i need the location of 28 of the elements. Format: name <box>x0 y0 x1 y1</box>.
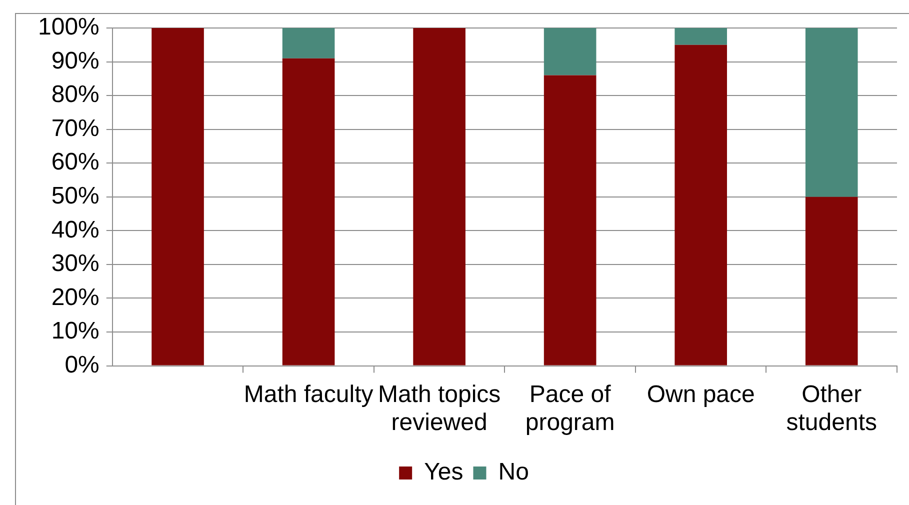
y-tick-label: 70% <box>51 114 100 142</box>
x-tick-label: Other students <box>786 381 877 436</box>
y-tick-label: 0% <box>64 351 100 378</box>
x-tick-label: Math faculty <box>244 381 374 408</box>
x-tick-label: Pace of program <box>525 381 615 436</box>
y-tick-label: 50% <box>51 182 100 210</box>
y-tick-label: 90% <box>51 47 100 74</box>
bar <box>544 75 596 366</box>
y-tick-label: 20% <box>51 284 100 311</box>
x-tick-label: Own pace <box>646 381 755 408</box>
y-tick-label: 80% <box>51 81 100 108</box>
legend-label: No <box>498 458 529 486</box>
y-tick-label: 10% <box>51 318 100 345</box>
bar <box>544 28 596 76</box>
bar <box>674 28 727 45</box>
bar <box>282 28 335 58</box>
bar <box>282 58 335 366</box>
bar <box>805 196 858 366</box>
bar <box>152 28 204 366</box>
y-tick-label: 30% <box>51 250 100 278</box>
bar <box>674 44 727 366</box>
y-tick-label: 60% <box>51 148 100 176</box>
bar <box>413 28 466 366</box>
x-tick-label: Math topics reviewed <box>378 381 501 436</box>
y-tick-label: 100% <box>38 14 100 41</box>
legend-label: Yes <box>424 458 464 486</box>
y-tick-label: 40% <box>51 216 100 244</box>
bar <box>805 28 858 197</box>
